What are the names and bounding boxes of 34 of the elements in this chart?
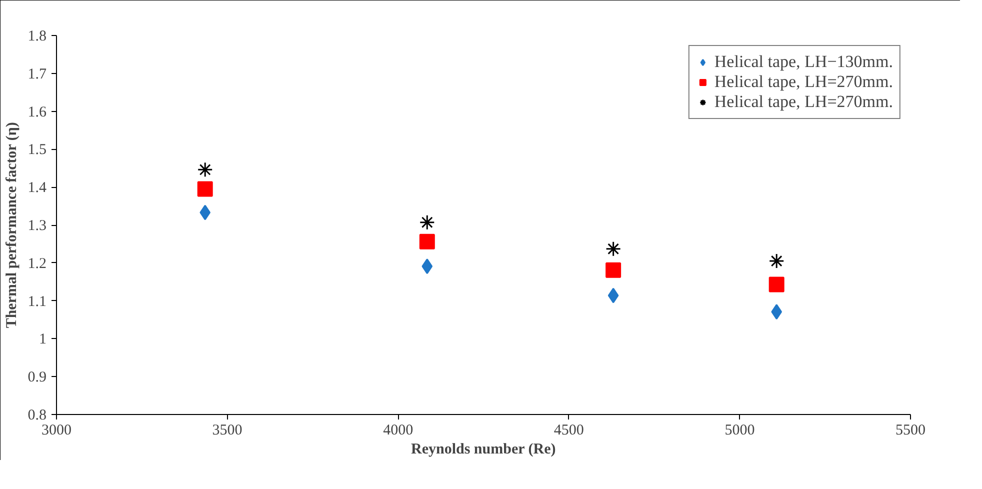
y-tick-label: 1.2 xyxy=(28,256,46,272)
x-tick-label: 5000 xyxy=(724,422,755,438)
point xyxy=(419,214,435,230)
point xyxy=(768,253,784,269)
x-axis-title: Reynolds number (Re) xyxy=(411,442,556,458)
x-tick-label: 3500 xyxy=(212,422,242,438)
x-tick-label: 4500 xyxy=(554,422,584,438)
y-tick-label: 1.6 xyxy=(28,104,47,120)
y-tick-label: 1.1 xyxy=(28,294,46,310)
legend-label: Helical tape, LH=270mm. xyxy=(714,92,893,112)
point xyxy=(197,162,213,178)
point xyxy=(771,304,782,320)
y-tick-label: 1.5 xyxy=(28,142,46,158)
y-tick-label: 1.3 xyxy=(28,218,46,234)
point xyxy=(197,181,213,197)
point xyxy=(606,241,622,257)
point xyxy=(422,258,433,274)
point xyxy=(419,234,435,250)
y-axis-title: Thermal performance factor (η) xyxy=(4,122,20,328)
x-tick-label: 5500 xyxy=(896,422,926,438)
y-tick-label: 0.9 xyxy=(28,370,46,386)
legend-label: Helical tape, LH=270mm. xyxy=(714,72,893,92)
y-tick-label: 1.7 xyxy=(28,66,47,82)
point xyxy=(606,262,622,278)
y-tick-label: 0.8 xyxy=(28,408,46,424)
y-tick-label: 1.4 xyxy=(28,180,47,196)
point xyxy=(768,276,784,292)
x-tick-label: 3000 xyxy=(42,422,72,438)
y-tick-label: 1.8 xyxy=(28,28,46,44)
y-tick-label: 1 xyxy=(39,332,46,348)
point xyxy=(200,204,211,220)
x-tick-label: 4000 xyxy=(383,422,414,438)
point xyxy=(608,288,619,304)
legend-label: Helical tape, LH−130mm. xyxy=(714,52,893,72)
